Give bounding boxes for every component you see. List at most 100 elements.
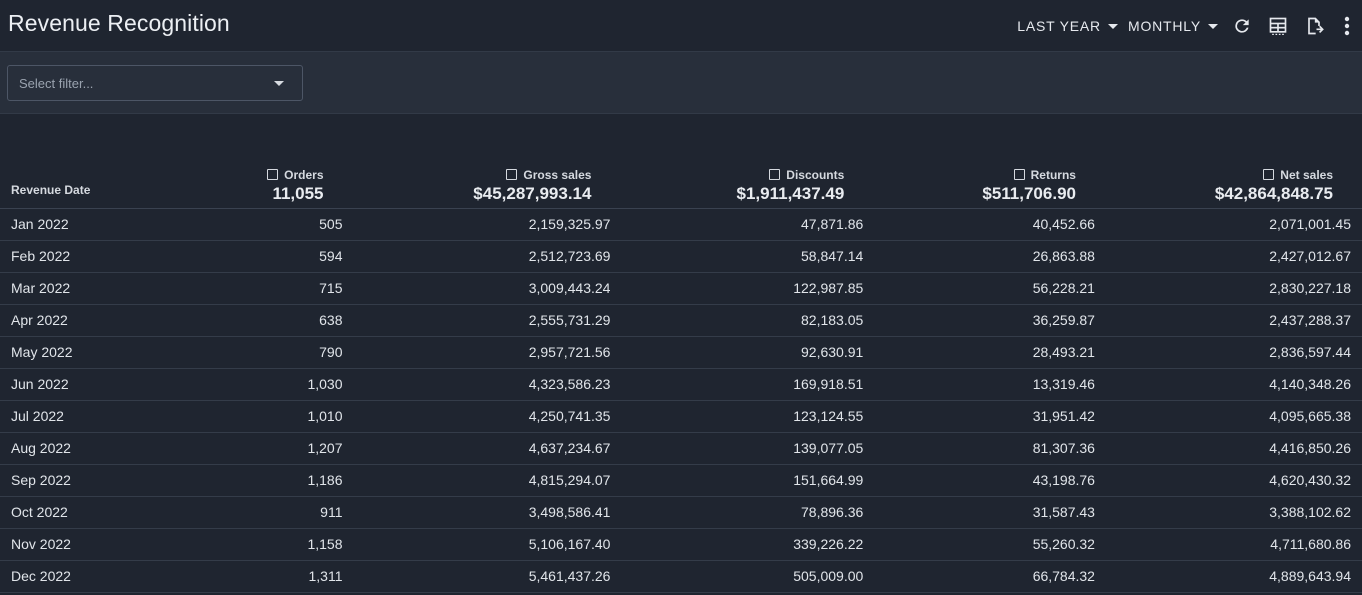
returns-cell: 40,452.66 [863,208,1095,241]
table-header-row: Revenue Date Orders 11,055 Gross sales $… [0,160,1362,209]
orders-cell: 1,186 [141,464,343,497]
page-title: Revenue Recognition [8,10,230,36]
column-label: Returns [1030,167,1076,182]
table-row[interactable]: Jan 2022 505 2,159,325.97 47,871.86 40,452.6… [0,208,1362,241]
column-label: Net sales [1280,167,1333,182]
gross-sales-cell: 3,498,586.41 [342,496,611,529]
revenue-date-cell: May 2022 [0,336,142,369]
period-dropdown[interactable]: LAST YEAR [1017,18,1118,34]
orders-cell: 790 [141,336,343,369]
gross-sales-cell: 5,461,437.26 [342,560,611,593]
orders-cell: 505 [141,208,343,241]
returns-cell: 81,307.36 [863,432,1095,465]
column-header-revenue-date[interactable]: Revenue Date [0,160,142,209]
refresh-icon [1235,19,1249,33]
orders-cell: 1,311 [141,560,343,593]
caret-down-icon [1107,23,1118,29]
column-label: Orders [284,167,324,182]
net-sales-cell: 2,830,227.18 [1094,272,1362,305]
table-row[interactable]: May 2022 790 2,957,721.56 92,630.91 28,493.2… [0,336,1362,369]
filter-bar: Select filter... [0,52,1362,114]
table-row[interactable]: Apr 2022 638 2,555,731.29 82,183.05 36,259.8… [0,304,1362,337]
revenue-date-cell: Aug 2022 [0,432,142,465]
column-label: Discounts [786,167,845,182]
column-header-discounts: Discounts $1,911,437.49 [610,160,864,209]
revenue-date-cell: Apr 2022 [0,304,142,337]
gross-sales-checkbox[interactable] [506,169,518,180]
caret-down-icon [1208,23,1218,29]
table-row[interactable]: Mar 2022 715 3,009,443.24 122,987.85 56,228.… [0,272,1362,305]
revenue-date-cell: Sep 2022 [0,464,142,497]
export-button[interactable] [1296,0,1332,52]
table-row[interactable]: Jul 2022 1,010 4,250,741.35 123,124.55 31,95… [0,400,1362,433]
net-sales-cell: 4,416,850.26 [1094,432,1362,465]
orders-cell: 911 [141,496,343,529]
returns-total: $511,706.90 [982,183,1076,203]
returns-cell: 36,259.87 [863,304,1095,337]
returns-cell: 26,863.88 [863,240,1095,273]
returns-cell: 31,587.43 [863,496,1095,529]
returns-cell: 28,493.21 [863,336,1095,369]
orders-cell: 1,207 [141,432,343,465]
gross-sales-cell: 4,815,294.07 [342,464,611,497]
orders-cell: 715 [141,272,343,305]
table-row[interactable]: Aug 2022 1,207 4,637,234.67 139,077.05 81,30… [0,432,1362,465]
column-header-orders: Orders 11,055 [141,160,343,209]
column-label: Revenue Date [11,182,91,197]
net-sales-checkbox[interactable] [1263,169,1275,180]
revenue-date-cell: Feb 2022 [0,240,142,273]
table-row[interactable]: Sep 2022 1,186 4,815,294.07 151,664.99 43,19… [0,464,1362,497]
returns-cell: 66,784.32 [863,560,1095,593]
caret-down-icon [274,81,284,86]
orders-cell: 638 [141,304,343,337]
orders-total: 11,055 [272,183,324,203]
export-icon [1308,17,1324,35]
discounts-cell: 339,226.22 [610,528,864,561]
gross-sales-cell: 3,009,443.24 [342,272,611,305]
discounts-cell: 169,918.51 [610,368,864,401]
net-sales-cell: 4,140,348.26 [1094,368,1362,401]
net-sales-cell: 4,620,430.32 [1094,464,1362,497]
gross-sales-cell: 2,512,723.69 [342,240,611,273]
more-options-button[interactable] [1332,0,1362,52]
discounts-checkbox[interactable] [769,169,781,180]
table-body: Jan 2022 505 2,159,325.97 47,871.86 40,452.6… [0,208,1362,593]
filter-placeholder: Select filter... [19,76,94,91]
orders-cell: 594 [141,240,343,273]
gross-sales-cell: 5,106,167.40 [342,528,611,561]
discounts-cell: 151,664.99 [610,464,864,497]
orders-cell: 1,030 [141,368,343,401]
table-row[interactable]: Dec 2022 1,311 5,461,437.26 505,009.00 66,78… [0,560,1362,593]
revenue-date-cell: Mar 2022 [0,272,142,305]
returns-checkbox[interactable] [1013,169,1025,180]
returns-cell: 31,951.42 [863,400,1095,433]
net-sales-cell: 2,437,288.37 [1094,304,1362,337]
discounts-cell: 92,630.91 [610,336,864,369]
returns-cell: 43,198.76 [863,464,1095,497]
column-header-net-sales: Net sales $42,864,848.75 [1094,160,1362,209]
gross-sales-cell: 4,250,741.35 [342,400,611,433]
gross-sales-cell: 2,957,721.56 [342,336,611,369]
revenue-date-cell: Nov 2022 [0,528,142,561]
table-row[interactable]: Feb 2022 594 2,512,723.69 58,847.14 26,863.8… [0,240,1362,273]
more-vert-icon [1344,16,1350,36]
table-row[interactable]: Oct 2022 911 3,498,586.41 78,896.36 31,587.4… [0,496,1362,529]
net-sales-total: $42,864,848.75 [1214,183,1333,203]
table-settings-button[interactable] [1260,0,1296,52]
table-settings-icon [1269,17,1287,35]
net-sales-cell: 2,071,001.45 [1094,208,1362,241]
net-sales-cell: 3,388,102.62 [1094,496,1362,529]
orders-cell: 1,158 [141,528,343,561]
discounts-cell: 505,009.00 [610,560,864,593]
refresh-button[interactable] [1224,0,1260,52]
table-row[interactable]: Nov 2022 1,158 5,106,167.40 339,226.22 55,26… [0,528,1362,561]
gross-sales-cell: 2,555,731.29 [342,304,611,337]
period-dropdown-label: LAST YEAR [1017,18,1101,34]
granularity-dropdown[interactable]: MONTHLY [1128,18,1218,34]
filter-select[interactable]: Select filter... [7,65,303,101]
table-row[interactable]: Jun 2022 1,030 4,323,586.23 169,918.51 13,31… [0,368,1362,401]
app-header: Revenue Recognition LAST YEAR MONTHLY [0,0,1362,52]
orders-checkbox[interactable] [267,169,279,180]
granularity-dropdown-label: MONTHLY [1127,18,1201,34]
discounts-cell: 123,124.55 [610,400,864,433]
